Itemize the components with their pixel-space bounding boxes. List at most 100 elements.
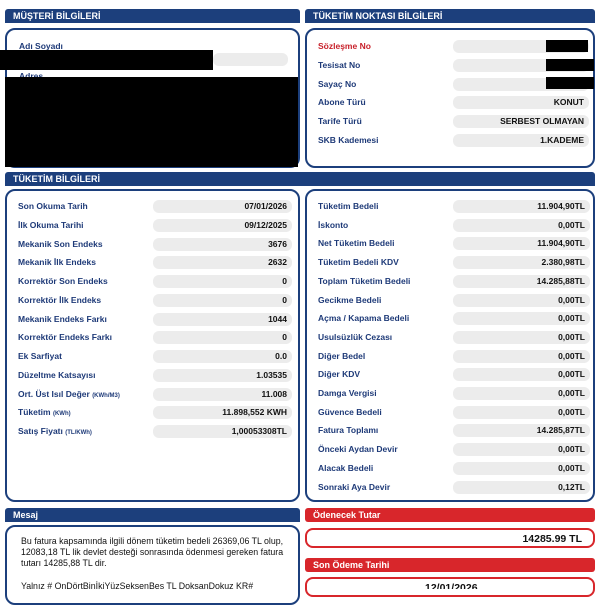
consumption-right-label: Açma / Kapama Bedeli [318, 313, 410, 324]
consumption-left-label: Mekanik Endeks Farkı [18, 313, 107, 326]
consumption-left-value: 09/12/2025 [153, 218, 292, 232]
consumption-right-label: Gecikme Bedeli [318, 294, 382, 305]
consumption-left-row: Mekanik Son Endeks 3676 [18, 237, 292, 251]
consumption-right-value: 11.904,90TL [453, 200, 590, 213]
consumption-left-label-text: Son Okuma Tarih [18, 201, 88, 211]
consumption-right-row: Açma / Kapama Bedeli 0,00TL [318, 312, 590, 326]
consumption-left-label-text: Ort. Üst Isıl Değer [18, 388, 90, 399]
consumption-right-label: Diğer KDV [318, 369, 361, 380]
consumption-right-label: Alacak Bedeli [318, 462, 374, 473]
consumption-left-label: Satış Fiyatı (TL/KWh) [18, 425, 92, 440]
consumption-right-value: 0,00TL [453, 312, 590, 326]
consumption-left-label: Düzeltme Katsayısı [18, 369, 95, 382]
meter-point-label: Sözleşme No [318, 41, 371, 51]
message-text: Bu fatura kapsamında ilgili dönem tüketi… [21, 536, 284, 568]
consumption-right-row: Önceki Aydan Devir 0,00TL [318, 443, 590, 457]
consumption-left-row: Son Okuma Tarih 07/01/2026 [18, 200, 292, 213]
consumption-left-value: 2632 [153, 256, 292, 270]
meter-point-label: Tesisat No [318, 59, 361, 70]
consumption-right-row: Diğer KDV 0,00TL [318, 368, 590, 382]
meter-point-value: 1.KADEME [453, 134, 589, 147]
consumption-left-label-text: Satış Fiyatı [18, 426, 63, 436]
consumption-left-value: 3676 [153, 237, 292, 251]
consumption-right-value: 0,00TL [453, 405, 590, 419]
consumption-right-value: 0,00TL [453, 443, 590, 457]
consumption-left-row: Tüketim (KWh) 11.898,552 KWH [18, 406, 292, 420]
consumption-left-label-text: Mekanik İlk Endeks [18, 257, 96, 268]
meter-point-value: SERBEST OLMAYAN [453, 115, 589, 129]
meter-point-label: Abone Türü [318, 97, 366, 108]
consumption-left-row: Mekanik İlk Endeks 2632 [18, 256, 292, 270]
consumption-right-label: Tüketim Bedeli KDV [318, 257, 399, 268]
amount-in-words: Yalnız # OnDörtBinİkiYüzSeksenBeş TL Dok… [21, 581, 254, 589]
meter-point-row: Abone Türü KONUT [318, 96, 589, 110]
consumption-right-value: 0,00TL [453, 387, 590, 400]
consumption-right-row: Net Tüketim Bedeli 11.904,90TL [318, 237, 590, 251]
consumption-left-label: Ort. Üst Isıl Değer (KWh/M3) [18, 388, 120, 403]
meter-point-label: Tarife Türü [318, 116, 362, 127]
consumption-left-label: Korrektör Son Endeks [18, 275, 108, 288]
last-payment-date: 12/01/2026 [425, 582, 478, 589]
consumption-left-label: İlk Okuma Tarihi [18, 219, 84, 232]
consumption-left-row: Mekanik Endeks Farkı 1044 [18, 312, 292, 326]
consumption-right-value: 0,00TL [453, 349, 590, 363]
consumption-right-value: 0,00TL [453, 368, 590, 382]
consumption-left-label-text: İlk Okuma Tarihi [18, 219, 84, 230]
consumption-right-row: Tüketim Bedeli 11.904,90TL [318, 200, 590, 213]
consumption-left-row: Korrektör Son Endeks 0 [18, 275, 292, 288]
consumption-right-value: 14.285,87TL [453, 424, 590, 438]
amount-due-header: Ödenecek Tutar [305, 508, 595, 522]
last-payment-header: Son Ödeme Tarihi [305, 558, 595, 572]
consumption-right-label: Damga Vergisi [318, 388, 377, 398]
consumption-right-row: Damga Vergisi 0,00TL [318, 387, 590, 400]
consumption-left-row: Korrektör Endeks Farkı 0 [18, 331, 292, 345]
consumption-right-label: İskonto [318, 219, 349, 230]
consumption-right-value: 0,00TL [453, 293, 590, 307]
consumption-left-row: Ek Sarfiyat 0.0 [18, 350, 292, 363]
consumption-left-label-text: Ek Sarfiyat [18, 351, 62, 361]
consumption-left-label-text: Korrektör İlk Endeks [18, 294, 102, 305]
consumption-right-value: 14.285,88TL [453, 274, 590, 288]
consumption-left-unit: (TL/KWh) [65, 430, 92, 436]
consumption-left-value: 11.008 [153, 387, 292, 401]
consumption-left-value: 1.03535 [153, 368, 292, 382]
consumption-right-row: Güvence Bedeli 0,00TL [318, 405, 590, 419]
amount-due-box [305, 528, 595, 548]
consumption-right-row: Toplam Tüketim Bedeli 14.285,88TL [318, 274, 590, 288]
consumption-left-label: Ek Sarfiyat [18, 350, 62, 363]
consumption-left-label-text: Mekanik Son Endeks [18, 238, 103, 249]
consumption-left-value: 0 [153, 331, 292, 345]
consumption-left-panel [5, 189, 300, 502]
message-section-header: Mesaj [5, 508, 300, 522]
address-label: Adres [19, 71, 44, 81]
consumption-left-value: 1,00053308TL [153, 425, 292, 438]
meter-point-value: KONUT [453, 96, 589, 110]
redacted-installation-no [546, 59, 594, 71]
consumption-left-value: 0.0 [153, 350, 292, 363]
consumption-right-value: 0,12TL [453, 480, 590, 494]
consumption-left-label: Mekanik Son Endeks [18, 238, 103, 251]
consumption-right-value: 0,00TL [453, 218, 590, 232]
consumption-right-row: Tüketim Bedeli KDV 2.380,98TL [318, 256, 590, 270]
consumption-right-label: Önceki Aydan Devir [318, 444, 398, 455]
consumption-left-row: İlk Okuma Tarihi 09/12/2025 [18, 218, 292, 232]
name-value [213, 53, 288, 66]
meter-point-row: Tarife Türü SERBEST OLMAYAN [318, 115, 589, 129]
consumption-right-label: Güvence Bedeli [318, 406, 382, 417]
amount-due-value: 14285.99 TL [522, 533, 582, 545]
customer-section-header: MÜŞTERİ BİLGİLERİ [5, 9, 300, 23]
consumption-left-row: Satış Fiyatı (TL/KWh) 1,00053308TL [18, 425, 292, 438]
consumption-left-label: Korrektör İlk Endeks [18, 294, 101, 307]
consumption-right-label: Tüketim Bedeli [318, 201, 379, 211]
redacted-name [0, 50, 213, 70]
consumption-right-value: 0,00TL [453, 330, 590, 344]
consumption-right-row: Sonraki Aya Devir 0,12TL [318, 480, 590, 494]
consumption-section-header: TÜKETİM BİLGİLERİ [5, 172, 595, 186]
redacted-address [5, 77, 298, 167]
consumption-left-value: 0 [153, 275, 292, 288]
consumption-left-label: Mekanik İlk Endeks [18, 256, 96, 269]
consumption-left-unit: (KWh) [52, 411, 71, 418]
meter-point-label: SKB Kademesi [318, 135, 379, 145]
consumption-right-row: Gecikme Bedeli 0,00TL [318, 293, 590, 307]
consumption-right-label: Usulsüzlük Cezası [318, 331, 393, 342]
